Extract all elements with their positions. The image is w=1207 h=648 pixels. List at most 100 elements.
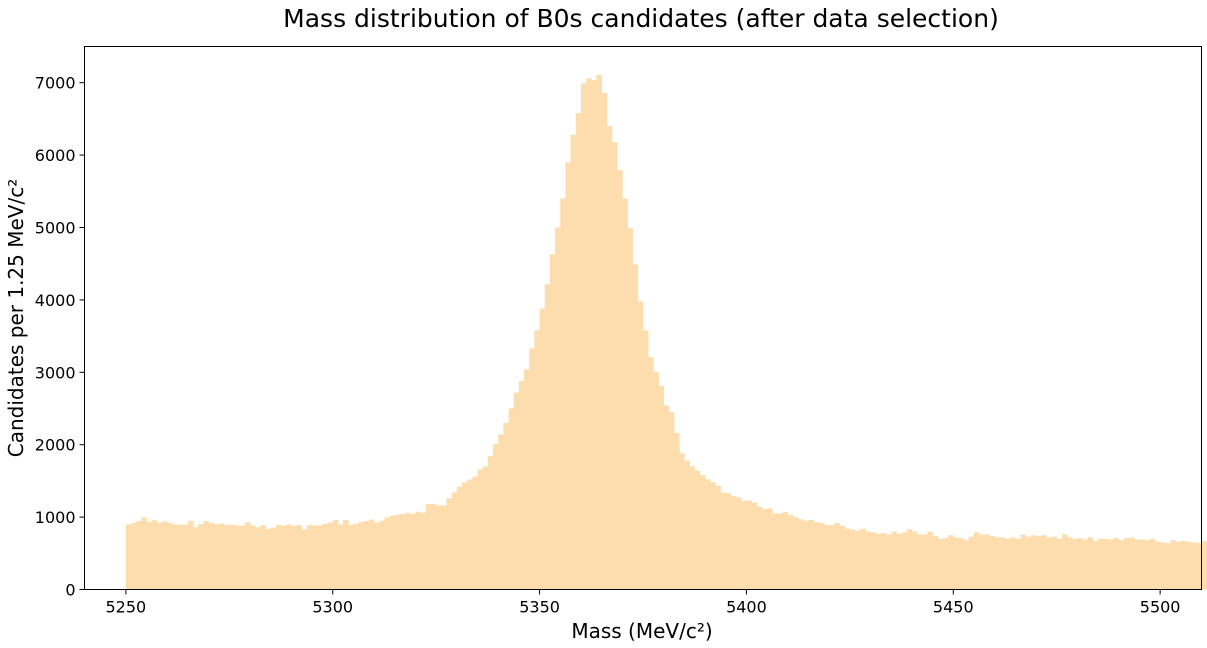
histogram-bar: [880, 533, 887, 590]
y-axis: 0 1000 2000 3000 4000 5000 6000 7000: [35, 74, 85, 600]
histogram-bar: [705, 479, 711, 590]
histogram-bar: [808, 520, 814, 590]
x-tick-label: 5350: [519, 598, 560, 617]
histogram-bar: [684, 460, 690, 590]
histogram-bar: [813, 522, 820, 590]
x-tick-label: 5450: [933, 598, 974, 617]
histogram-bar: [886, 534, 892, 590]
histogram-bar: [668, 412, 675, 590]
histogram-bar: [1061, 534, 1068, 590]
histogram-bar: [430, 504, 437, 590]
histogram-bar: [1201, 540, 1207, 590]
histogram-bar: [643, 330, 649, 590]
histogram-bar: [942, 538, 949, 590]
histogram-bar: [1087, 537, 1094, 590]
histogram-bar: [368, 519, 375, 590]
histogram-bar: [875, 533, 882, 590]
histogram-bar: [1185, 541, 1192, 590]
histogram-bar: [136, 521, 142, 590]
histogram-bar: [244, 522, 251, 590]
histogram-bar: [963, 540, 970, 590]
histogram-bar: [699, 475, 706, 590]
histogram-bar: [405, 512, 411, 590]
histogram-bar: [1036, 535, 1042, 590]
histogram-bar: [508, 408, 515, 590]
x-tick-label: 5300: [312, 598, 353, 617]
histogram-bar: [1175, 541, 1182, 590]
histogram-bar: [498, 434, 504, 590]
histogram-bar: [844, 528, 851, 590]
histogram-bar: [1149, 538, 1156, 590]
histogram-bar: [968, 536, 975, 590]
histogram-bar: [1113, 538, 1120, 590]
histogram-bar: [932, 535, 939, 590]
histogram-bar: [1025, 536, 1032, 590]
histogram-bar: [529, 348, 535, 590]
histogram-bar: [394, 514, 401, 590]
histogram-bar: [224, 525, 230, 590]
histogram-bar: [477, 469, 484, 590]
histogram-bar: [798, 519, 804, 590]
histogram-bar: [591, 79, 597, 590]
histogram-bar: [1154, 541, 1161, 590]
histogram-bar: [803, 520, 809, 590]
y-tick-label: 3000: [35, 363, 76, 382]
histogram-bar: [265, 528, 272, 590]
histogram-bar: [839, 525, 846, 590]
histogram-bar: [534, 330, 540, 590]
histogram-bar: [384, 517, 390, 590]
histogram-bar: [156, 522, 163, 590]
histogram-bar: [441, 505, 447, 590]
x-axis: 5250 5300 5350 5400 5450 5500: [106, 589, 1181, 617]
histogram-bar: [358, 522, 365, 590]
histogram-bar: [410, 513, 416, 590]
histogram-bar: [151, 520, 158, 590]
histogram-bar: [131, 522, 137, 590]
histogram-bar: [756, 506, 763, 590]
histogram-bar: [570, 134, 577, 590]
histogram-bar: [1108, 539, 1114, 590]
histogram-bar: [487, 456, 494, 590]
histogram-bar: [270, 527, 277, 590]
histogram-bar: [456, 486, 463, 590]
histogram-bar: [374, 522, 380, 590]
histogram-bar: [979, 534, 985, 590]
histogram-bar: [162, 521, 168, 590]
histogram-bar: [518, 380, 525, 590]
histogram-bar: [736, 497, 742, 590]
x-tick-label: 5500: [1140, 598, 1181, 617]
histogram-bar: [332, 520, 339, 590]
histogram-bar: [203, 521, 209, 590]
histogram-bar: [994, 537, 1001, 590]
histogram-bar: [565, 162, 571, 590]
histogram-bar: [741, 501, 747, 590]
histogram-bar: [1041, 535, 1047, 590]
histogram-bar: [363, 521, 370, 590]
histogram-bar: [167, 522, 173, 590]
histogram-bar: [958, 538, 964, 590]
histogram-bar: [1082, 539, 1089, 590]
y-tick-label: 2000: [35, 436, 76, 455]
histogram-bar: [446, 498, 453, 590]
histogram-bar: [544, 283, 551, 590]
histogram-bar: [917, 534, 923, 590]
histogram-bar: [637, 301, 644, 590]
histogram-bar: [777, 513, 783, 590]
histogram-bar: [865, 531, 871, 590]
histogram-bar: [348, 525, 354, 590]
histogram-bar: [746, 500, 752, 590]
histogram-bar: [973, 532, 980, 590]
histogram-bar: [989, 535, 995, 590]
histogram-bar: [301, 529, 308, 590]
histogram-bar: [322, 523, 328, 590]
histogram-bar: [679, 453, 685, 590]
x-tick-label: 5400: [726, 598, 767, 617]
histogram-bar: [937, 538, 944, 590]
histogram-bars: [125, 74, 1207, 590]
histogram-bar: [281, 525, 287, 590]
histogram-bar: [1139, 539, 1145, 590]
histogram-bar: [720, 492, 727, 590]
histogram-bar: [653, 372, 659, 590]
y-tick-label: 5000: [35, 219, 76, 238]
